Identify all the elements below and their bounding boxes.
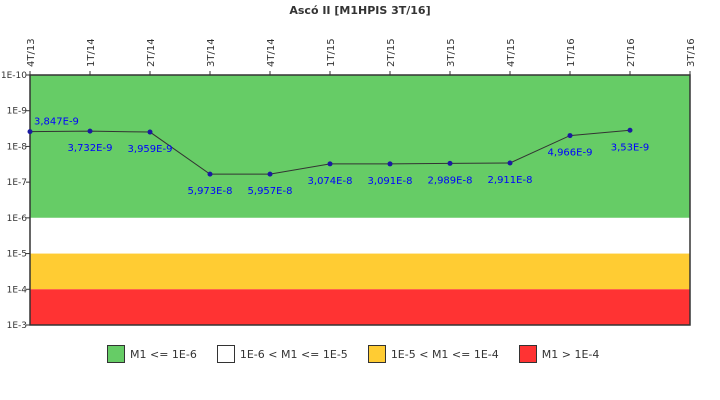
data-point — [627, 127, 633, 133]
legend-swatch — [518, 345, 537, 363]
data-label: 2,911E-8 — [488, 175, 533, 186]
data-label: 5,973E-8 — [188, 186, 233, 197]
legend: M1 <= 1E-6 1E-6 < M1 <= 1E-5 1E-5 < M1 <… — [107, 345, 619, 363]
data-point — [327, 161, 333, 167]
legend-label: 1E-5 < M1 <= 1E-4 — [390, 347, 499, 361]
data-label: 4,966E-9 — [548, 148, 593, 159]
data-point — [27, 129, 33, 135]
legend-label: M1 > 1E-4 — [541, 347, 600, 361]
legend-swatch — [216, 345, 235, 363]
data-point — [507, 160, 513, 166]
x-tick-label: 1T/15 — [326, 38, 337, 67]
y-tick-label: 1E-7 — [7, 178, 27, 188]
x-tick-label: 3T/14 — [206, 38, 217, 67]
x-tick-label: 3T/16 — [686, 38, 697, 67]
x-tick-label: 2T/14 — [146, 38, 157, 67]
x-tick-label: 3T/15 — [446, 38, 457, 67]
data-label: 2,989E-8 — [428, 175, 473, 186]
x-tick-label: 1T/16 — [566, 38, 577, 67]
plot-frame — [29, 74, 691, 326]
x-tick-label: 4T/15 — [506, 38, 517, 67]
y-tick-label: 1E-10 — [1, 71, 27, 81]
band-0 — [30, 75, 690, 218]
x-tick-label: 1T/14 — [86, 38, 97, 67]
data-label: 5,957E-8 — [248, 186, 293, 197]
data-point — [267, 171, 273, 177]
data-label: 3,732E-9 — [68, 143, 113, 154]
legend-swatch — [107, 345, 125, 363]
legend-item-green: M1 <= 1E-6 — [107, 345, 197, 363]
data-label: 3,074E-8 — [308, 176, 353, 187]
legend-label: M1 <= 1E-6 — [130, 347, 197, 361]
legend-swatch — [367, 345, 386, 363]
data-label: 3,847E-9 — [34, 117, 79, 128]
y-tick-label: 1E-9 — [7, 107, 28, 117]
legend-item-white: 1E-6 < M1 <= 1E-5 — [216, 345, 348, 363]
data-point — [207, 171, 213, 177]
legend-label: 1E-6 < M1 <= 1E-5 — [239, 347, 348, 361]
x-tick-label: 2T/16 — [626, 38, 637, 67]
band-3 — [30, 289, 690, 325]
y-tick-label: 1E-8 — [7, 142, 28, 152]
x-tick-label: 4T/14 — [266, 38, 277, 67]
legend-item-red: M1 > 1E-4 — [518, 345, 600, 363]
data-point — [387, 161, 393, 167]
data-label: 3,959E-9 — [128, 144, 173, 155]
data-point — [147, 129, 153, 135]
y-tick-label: 1E-5 — [7, 250, 27, 260]
band-2 — [30, 253, 690, 290]
data-label: 3,091E-8 — [368, 176, 413, 187]
band-1 — [30, 217, 690, 254]
data-point — [447, 160, 453, 166]
legend-item-yellow: 1E-5 < M1 <= 1E-4 — [367, 345, 499, 363]
x-tick-label: 2T/15 — [386, 38, 397, 67]
data-point — [567, 133, 573, 139]
data-point — [87, 128, 93, 134]
y-tick-label: 1E-6 — [7, 214, 28, 224]
y-tick-label: 1E-3 — [7, 321, 27, 331]
y-tick-label: 1E-4 — [7, 285, 28, 295]
chart-title: Ascó II [M1HPIS 3T/16] — [289, 4, 431, 17]
x-tick-label: 4T/13 — [26, 38, 37, 67]
data-label: 3,53E-9 — [611, 142, 650, 153]
